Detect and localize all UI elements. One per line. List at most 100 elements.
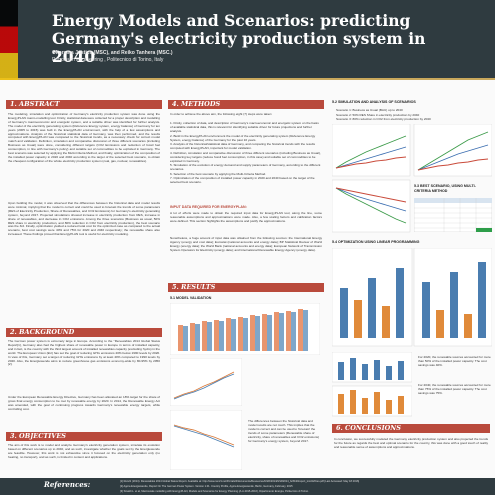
input-data-paragraph-2: Nonetheless, a huge amount of input data… xyxy=(170,237,322,252)
validation-chart-3 xyxy=(170,410,242,470)
validation-chart-2 xyxy=(170,358,242,406)
validation-note: The differences between the historical d… xyxy=(248,419,320,443)
scenario-item: Scenario 2: 50% RES Share in electricity… xyxy=(336,112,420,117)
reference-item: [2] Agora Energiewende, Report On The Ge… xyxy=(120,485,293,488)
scenario-item: Scenario 1: Business as Usual (BAU) up t… xyxy=(336,108,403,112)
scenario-list: Scenario 1: Business as Usual (BAU) up t… xyxy=(336,108,490,122)
methods-step: 2. Build in the EnergyPLAN environment t… xyxy=(170,133,316,142)
best-scenario-table-svg xyxy=(414,198,492,232)
optimization-small-bar xyxy=(374,392,380,414)
optimization-bar xyxy=(422,282,430,338)
optimization-bar xyxy=(464,314,472,338)
validation-bar xyxy=(267,315,272,351)
optimization-small-bar xyxy=(386,400,392,414)
optimization-small-bar xyxy=(398,361,404,380)
results-heading: 5. RESULTS xyxy=(168,283,324,292)
optimization-charts-svg xyxy=(332,248,492,347)
validation-bar xyxy=(202,321,207,351)
references-bar: References: [1] Ren21 (2014). Renewables… xyxy=(0,478,495,495)
methods-step: 7. Optimization of the composition of in… xyxy=(170,176,315,184)
optimization-bar xyxy=(436,310,444,338)
methods-step: 3. Analysis of the historical/statistica… xyxy=(170,142,316,150)
abstract-heading: 1. ABSTRACT xyxy=(6,100,162,109)
optimization-chart-2020 xyxy=(340,268,404,338)
optimization-heading: 5.4 OPTIMIZATION USING LINEAR PROGRAMMIN… xyxy=(332,240,420,244)
validation-chart-3-svg xyxy=(170,410,242,470)
validation-bar xyxy=(214,320,219,351)
validation-bar xyxy=(219,321,224,351)
objectives-paragraph: The aim of this work is to model and ana… xyxy=(8,444,160,459)
input-data-heading: INPUT DATA REQUIRED FOR ENERGYPLAN: xyxy=(170,205,247,209)
optimization-chart-2040 xyxy=(422,262,486,338)
poster-header: Energy Models and Scenarios: predicting … xyxy=(0,0,495,80)
optimization-small-bar xyxy=(338,394,344,414)
scenario-chart-b xyxy=(417,131,489,171)
optimization-bar xyxy=(396,268,404,338)
validation-line xyxy=(173,425,235,448)
background-paragraph-1: The German power system is extremely lar… xyxy=(8,340,160,367)
validation-bar xyxy=(291,312,296,351)
scenario-line xyxy=(417,158,489,171)
scenario-line xyxy=(417,144,489,171)
methods-heading: 4. METHODS xyxy=(168,100,324,109)
validation-bar xyxy=(303,310,308,351)
conclusions-paragraph: In conclusion, we successfully modeled t… xyxy=(334,438,488,449)
validation-chart-1-svg xyxy=(170,303,320,355)
validation-bar xyxy=(274,312,279,351)
optimization-note-2040: For 2040, the renewable sources accounte… xyxy=(418,383,491,395)
optimization-small-bar xyxy=(350,358,356,380)
references-label: References: xyxy=(44,480,91,489)
validation-bar xyxy=(262,314,267,351)
reference-item: [1] Ren21 (2014). Renewables 2014 Global… xyxy=(120,480,360,483)
scenario-chart-c xyxy=(335,187,407,224)
optimization-note-2020: For 2020, the renewable sources accounte… xyxy=(418,355,491,367)
abstract-paragraph-2: Upon building the model, it was observed… xyxy=(8,202,160,237)
optimization-small-bar xyxy=(386,366,392,380)
objectives-heading: 3. OBJECTIVES xyxy=(6,432,162,441)
optimization-small-charts-svg xyxy=(332,352,412,417)
conclusions-heading: 6. CONCLUSIONS xyxy=(332,424,490,433)
validation-bar xyxy=(183,326,188,351)
validation-bar xyxy=(190,323,195,351)
methods-intro: In order to achieve the above aim, the f… xyxy=(170,113,273,116)
poster-title: Energy Models and Scenarios: predicting … xyxy=(52,11,426,66)
methods-step: 4. Definition, simulation and comparativ… xyxy=(170,150,321,163)
optimization-bar xyxy=(340,288,348,338)
germany-flag-stripe xyxy=(0,0,18,80)
scenario-line xyxy=(335,135,407,169)
optimization-small-bar xyxy=(362,364,368,380)
methods-steps: 1. Firstly, collection of data, and desc… xyxy=(170,121,322,185)
optimization-small-bar xyxy=(338,362,344,380)
scenario-item: Scenario 3: 80% reduction in CO2 from el… xyxy=(336,117,431,121)
optimization-small-bar xyxy=(362,398,368,414)
scenario-line xyxy=(335,187,407,224)
validation-bar xyxy=(298,309,303,351)
validation-bar xyxy=(207,322,212,351)
best-scenario-heading: 5.3 BEST SCENARIO, USING MULTI-CRITERIA … xyxy=(414,184,476,193)
validation-line xyxy=(173,373,235,400)
best-scenario-table xyxy=(414,198,492,232)
validation-bar xyxy=(243,318,248,351)
background-heading: 2. BACKGROUND xyxy=(6,328,162,337)
author-names: Okorama Justice (MSC), and Reiko Tanhera… xyxy=(52,50,173,56)
affiliation: Petroleum Engineering , Politecnico di T… xyxy=(52,57,164,63)
validation-chart-1 xyxy=(170,303,320,355)
validation-bar xyxy=(178,325,183,351)
optimization-small-charts xyxy=(332,352,412,418)
optimization-small-bar xyxy=(398,396,404,414)
scenario-line xyxy=(335,146,407,169)
validation-bar xyxy=(238,317,243,351)
input-data-paragraph-1: A lot of efforts were made to obtain the… xyxy=(170,212,322,223)
methods-step: 5. Simulation of the evolution of energy… xyxy=(170,163,321,171)
model-validation-heading: 5.1 MODEL VALIDATION xyxy=(170,296,212,300)
abstract-paragraph-1: The modeling, simulation and optimizatio… xyxy=(8,113,160,163)
authors-block: Okorama Justice (MSC), and Reiko Tanhera… xyxy=(52,50,173,64)
validation-bar xyxy=(231,319,236,351)
validation-bar xyxy=(286,311,291,351)
optimization-bar xyxy=(354,300,362,338)
scenario-line xyxy=(335,187,407,212)
simulation-heading: 5.2 SIMULATION AND ANALYSIS OF SCENARIOS xyxy=(332,100,416,104)
methods-step: 6. Selection of the best scenario by app… xyxy=(170,171,267,176)
optimization-small-bar xyxy=(350,390,356,414)
